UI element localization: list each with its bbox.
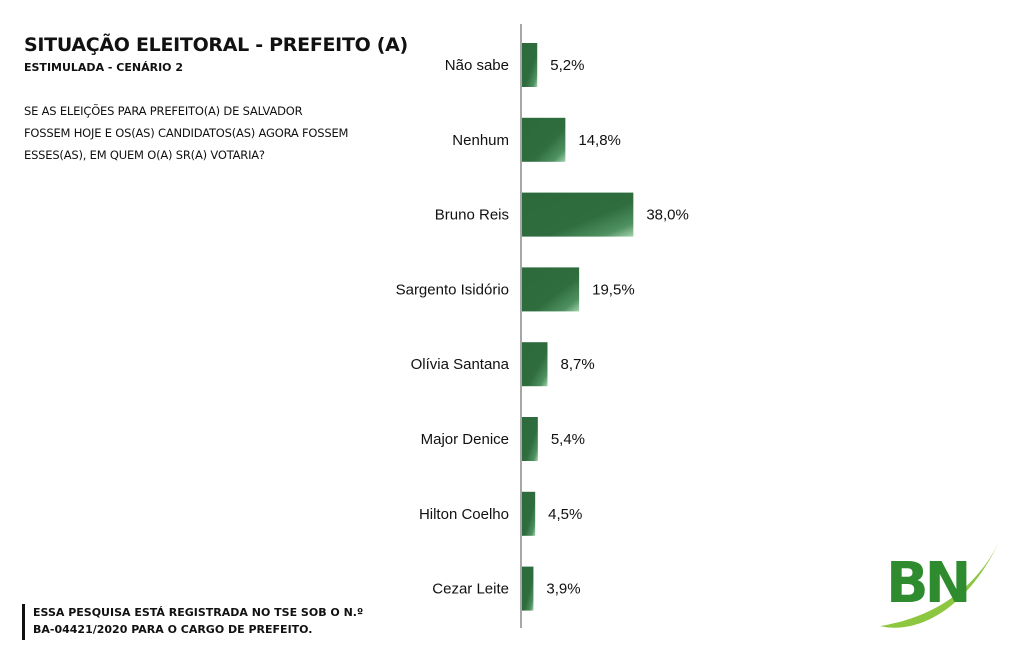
category-label: Sargento Isidório — [396, 281, 509, 298]
bar — [522, 342, 548, 387]
value-label: 14,8% — [578, 132, 621, 149]
footnote-line: BA-04421/2020 PARA O CARGO DE PREFEITO. — [33, 623, 313, 636]
bn-logo: BN — [880, 540, 1000, 628]
survey-question: SE AS ELEIÇÕES PARA PREFEITO(A) DE SALVA… — [24, 100, 354, 166]
question-line: FOSSEM HOJE E OS(AS) CANDIDATOS(AS) AGOR… — [24, 126, 349, 140]
chart-title: SITUAÇÃO ELEITORAL - PREFEITO (A) — [24, 34, 408, 56]
value-label: 8,7% — [560, 356, 594, 373]
bar — [522, 192, 634, 237]
footnote-line: ESSA PESQUISA ESTÁ REGISTRADA NO TSE SOB… — [33, 606, 364, 619]
bar — [522, 43, 538, 87]
category-label: Não sabe — [445, 57, 509, 74]
value-label: 19,5% — [592, 281, 635, 298]
value-label: 4,5% — [548, 506, 582, 523]
bar — [522, 417, 538, 461]
category-label: Cezar Leite — [432, 581, 509, 598]
value-label: 38,0% — [646, 207, 689, 224]
category-label: Nenhum — [452, 132, 509, 149]
question-line: SE AS ELEIÇÕES PARA PREFEITO(A) DE SALVA… — [24, 104, 303, 118]
category-label: Olívia Santana — [411, 356, 510, 373]
value-label: 5,2% — [550, 57, 584, 74]
question-line: ESSES(AS), EM QUEM O(A) SR(A) VOTARIA? — [24, 148, 265, 162]
category-label: Major Denice — [421, 431, 509, 448]
category-label: Bruno Reis — [435, 207, 509, 224]
registration-footnote: ESSA PESQUISA ESTÁ REGISTRADA NO TSE SOB… — [22, 604, 363, 640]
chart-subtitle: ESTIMULADA - CENÁRIO 2 — [24, 61, 184, 74]
logo-text: BN — [886, 551, 968, 616]
bar — [522, 117, 566, 162]
bar — [522, 566, 534, 611]
category-label: Hilton Coelho — [419, 506, 509, 523]
bar — [522, 491, 536, 536]
bar — [522, 267, 580, 312]
logo-swoosh — [880, 540, 1000, 628]
value-label: 3,9% — [546, 581, 580, 598]
value-label: 5,4% — [551, 431, 585, 448]
